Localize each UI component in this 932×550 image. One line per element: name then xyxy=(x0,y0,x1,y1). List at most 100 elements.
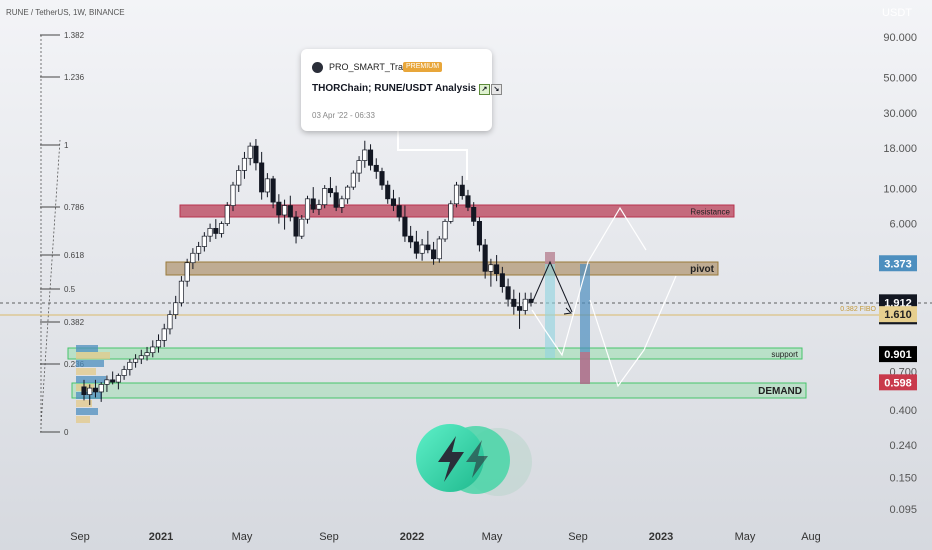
zone-pivot[interactable] xyxy=(165,261,719,276)
candle[interactable] xyxy=(133,358,139,363)
price-axis[interactable]: 90.00050.00030.00018.00010.0006.0000.700… xyxy=(879,32,917,516)
time-tick: 2022 xyxy=(400,531,424,543)
candle[interactable] xyxy=(511,298,517,307)
candle[interactable] xyxy=(476,221,482,246)
candle[interactable] xyxy=(499,273,505,288)
candle[interactable] xyxy=(333,192,339,208)
candle[interactable] xyxy=(264,178,270,193)
candle[interactable] xyxy=(379,171,385,186)
candle[interactable] xyxy=(190,252,196,264)
candle[interactable] xyxy=(402,216,408,237)
price-tag[interactable] xyxy=(879,374,917,391)
fibonacci-retracement[interactable]: 1.382 1.236 1 0.786 0.618 0.5 0.382 0.236 0 xyxy=(40,31,85,437)
candle[interactable] xyxy=(196,246,202,254)
candle[interactable] xyxy=(115,375,121,383)
candle[interactable] xyxy=(505,286,511,300)
idea-card[interactable]: PRO_SMART_Trader PREMIUM THORChain; RUNE… xyxy=(301,49,502,131)
projection-arrow-down[interactable] xyxy=(531,260,573,313)
candle[interactable] xyxy=(494,264,500,275)
candle[interactable] xyxy=(138,355,144,360)
candle[interactable] xyxy=(488,264,494,272)
candle[interactable] xyxy=(230,184,236,206)
price-tag[interactable] xyxy=(879,346,917,363)
price-tick: 50.000 xyxy=(883,73,917,85)
candle[interactable] xyxy=(110,379,116,383)
candle[interactable] xyxy=(304,198,311,220)
candle[interactable] xyxy=(247,145,253,159)
candle[interactable] xyxy=(161,328,167,341)
candle[interactable] xyxy=(293,216,299,237)
candle[interactable] xyxy=(92,387,99,393)
candle[interactable] xyxy=(241,157,248,171)
candle[interactable] xyxy=(178,280,184,304)
candle[interactable] xyxy=(104,379,110,385)
candle[interactable] xyxy=(522,298,528,311)
candle[interactable] xyxy=(345,186,351,200)
candle[interactable] xyxy=(448,203,454,222)
candle[interactable] xyxy=(218,223,225,234)
candle[interactable] xyxy=(516,306,523,311)
candle[interactable] xyxy=(453,184,460,205)
candle[interactable] xyxy=(224,205,230,224)
candle[interactable] xyxy=(442,221,448,240)
candle[interactable] xyxy=(431,249,437,260)
time-axis[interactable]: Sep 2021 May Sep 2022 May Sep 2023 May Aug xyxy=(70,531,821,543)
candle[interactable] xyxy=(184,262,190,282)
candle[interactable] xyxy=(155,340,162,348)
candle[interactable] xyxy=(81,386,87,395)
candle[interactable] xyxy=(459,184,465,197)
candle[interactable] xyxy=(173,302,179,315)
candle[interactable] xyxy=(413,241,419,254)
candle[interactable] xyxy=(322,188,328,206)
projection-path-alt[interactable] xyxy=(589,275,677,388)
candle[interactable] xyxy=(373,164,379,172)
projection-path-bullish[interactable] xyxy=(531,206,647,357)
candle[interactable] xyxy=(471,206,477,222)
candle[interactable] xyxy=(436,238,442,260)
candle[interactable] xyxy=(356,160,362,174)
candlestick-series[interactable] xyxy=(81,139,534,406)
candle[interactable] xyxy=(282,205,288,216)
candle[interactable] xyxy=(127,361,133,370)
candle[interactable] xyxy=(236,170,242,186)
price-projection-paths[interactable] xyxy=(531,206,677,388)
candle[interactable] xyxy=(87,387,93,395)
zone-demand[interactable] xyxy=(71,382,807,399)
candle[interactable] xyxy=(270,178,276,203)
candle[interactable] xyxy=(201,235,207,247)
candle[interactable] xyxy=(339,198,345,208)
price-tag[interactable] xyxy=(879,255,917,272)
candle[interactable] xyxy=(425,244,431,251)
candle[interactable] xyxy=(144,352,150,357)
idea-title[interactable]: THORChain; RUNE/USDT Analysis ↗ ↘ xyxy=(312,83,502,95)
candle[interactable] xyxy=(327,188,333,194)
candle[interactable] xyxy=(167,314,173,330)
candle[interactable] xyxy=(259,162,265,193)
candle[interactable] xyxy=(287,205,293,218)
candle[interactable] xyxy=(419,244,425,254)
volume-bar xyxy=(76,416,90,423)
candle[interactable] xyxy=(350,172,356,188)
price-tag[interactable] xyxy=(879,306,917,323)
candle[interactable] xyxy=(213,228,219,234)
candle[interactable] xyxy=(276,201,282,216)
candle[interactable] xyxy=(482,244,488,272)
idea-author[interactable]: PRO_SMART_Trader xyxy=(329,62,417,72)
candle[interactable] xyxy=(299,218,305,237)
candle[interactable] xyxy=(121,369,127,376)
candle[interactable] xyxy=(408,235,414,243)
candle[interactable] xyxy=(98,384,104,393)
candle[interactable] xyxy=(207,228,213,237)
zone-support[interactable] xyxy=(67,347,803,360)
candle[interactable] xyxy=(367,149,374,166)
candle[interactable] xyxy=(253,145,259,164)
candle[interactable] xyxy=(396,205,402,218)
candle[interactable] xyxy=(390,198,397,206)
candle[interactable] xyxy=(310,198,316,210)
candle[interactable] xyxy=(385,184,391,200)
candle[interactable] xyxy=(316,204,322,210)
candle[interactable] xyxy=(362,149,368,161)
candle[interactable] xyxy=(150,346,156,354)
price-tag-label: 1.610 xyxy=(884,309,912,321)
candle[interactable] xyxy=(465,195,471,208)
